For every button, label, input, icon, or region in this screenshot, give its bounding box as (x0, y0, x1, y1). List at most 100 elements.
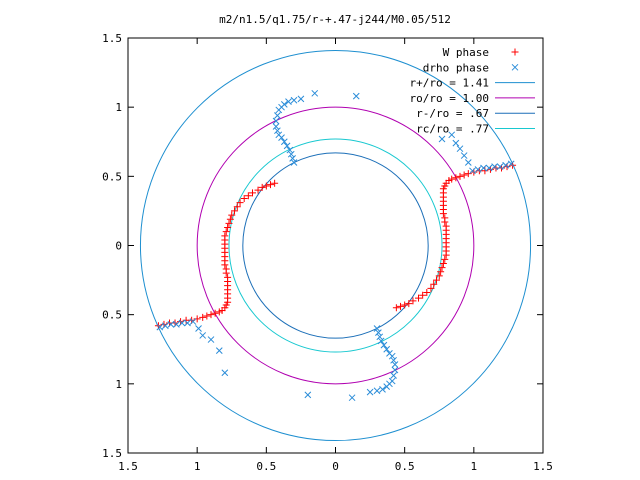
drho-phase-point (280, 138, 288, 146)
w-phase-point (211, 309, 219, 317)
w-phase-point (244, 192, 252, 200)
radius-circles (139, 49, 532, 442)
legend-label: W phase (443, 46, 489, 59)
drho-phase-point (290, 96, 298, 104)
legend: W phase drho phase r+/ro = 1.41 ro/ro = 1.0… (410, 46, 535, 136)
drho-phase-point (456, 145, 464, 153)
w-phase-point (464, 170, 472, 178)
y-tick-label: 1 (115, 101, 122, 114)
w-phase-point (231, 207, 239, 215)
drho-phase-point (383, 383, 391, 390)
legend-symbol-plus (511, 48, 519, 56)
w-phase-point (249, 189, 256, 197)
w-phase-point (226, 215, 234, 223)
x-tick-label: 0.5 (256, 460, 276, 473)
drho-phase-point (178, 319, 186, 327)
drho-phase-point (189, 318, 197, 325)
legend-label: drho phase (423, 61, 489, 74)
drho-phase-point (199, 332, 207, 339)
w-phase-point (199, 313, 207, 321)
drho-phase-point (379, 386, 386, 393)
w-phase-point (423, 289, 431, 297)
drho-phase-point (376, 333, 384, 341)
legend-label: r+/ro = 1.41 (410, 77, 489, 90)
drho-phase-point (287, 150, 295, 158)
drho-phase-point (215, 347, 223, 354)
x-tick-label: 0.5 (395, 460, 415, 473)
drho-phase-point (289, 154, 296, 162)
x-axis-ticks: 1.5 1 0.5 0 0.5 1 1.5 (118, 38, 553, 473)
y-tick-label: 0.5 (102, 170, 122, 183)
drho-phase-point (161, 322, 169, 330)
radius-circle-2 (242, 152, 429, 339)
drho-phase-point (311, 89, 319, 97)
drho-phase-point (383, 345, 391, 353)
drho-phase-point (464, 159, 472, 166)
drho-phase-point (448, 131, 456, 139)
drho-phase-point (491, 163, 498, 171)
w-phase-point (228, 211, 236, 219)
w-phase-point (266, 181, 274, 189)
drho-phase-point (283, 142, 291, 150)
w-phase-point (258, 183, 266, 191)
legend-label: r-/ro = .67 (416, 107, 489, 120)
w-phase-point (405, 300, 413, 308)
drho-phase-point (173, 320, 180, 328)
w-phase-point (427, 284, 435, 292)
w-phase-point (437, 268, 445, 276)
w-phase-point (193, 315, 201, 323)
drho-phase-point (452, 139, 460, 147)
drho-phase-point (388, 352, 396, 360)
drho-phase-point (272, 117, 280, 125)
legend-label: rc/ro = .77 (416, 123, 489, 136)
drho-phase-point (480, 164, 487, 172)
drho-phase-point (156, 323, 164, 331)
y-tick-label: 0.5 (102, 309, 122, 322)
drho-phase-point (290, 159, 298, 166)
drho-phase-point (352, 92, 360, 100)
drho-phase-point (373, 325, 381, 332)
drho-phase-point (297, 95, 305, 103)
radius-circle-3 (228, 138, 443, 353)
w-phase-point (442, 251, 450, 259)
legend-symbol-cross (511, 63, 519, 71)
drho-phase-point (207, 336, 215, 343)
drho-phase-point (195, 325, 202, 332)
drho-phase-point (286, 146, 294, 154)
w-phase-point (236, 199, 244, 207)
w-phase-point (439, 259, 447, 267)
w-phase-point (262, 182, 270, 190)
drho-phase-point (285, 98, 292, 105)
drho-phase-point (377, 337, 385, 345)
w-phase-point (415, 294, 422, 302)
w-phase-point (221, 232, 229, 240)
w-phase-point (225, 219, 233, 227)
chart-title: m2/n1.5/q1.75/r-+.47-j244/M0.05/512 (219, 13, 451, 26)
drho-phase-point (380, 341, 388, 349)
w-phase-point (207, 311, 215, 319)
drho-phase-point (348, 394, 356, 402)
y-tick-label: 1 (115, 378, 122, 391)
data-series (154, 89, 517, 402)
x-tick-label: 1 (471, 460, 478, 473)
w-phase-point (224, 224, 232, 232)
series-drho-phase (156, 89, 515, 402)
w-phase-point (401, 301, 409, 309)
drho-phase-point (167, 320, 175, 328)
drho-phase-point (366, 388, 374, 396)
drho-phase-point (502, 161, 510, 169)
x-tick-label: 1.5 (118, 460, 138, 473)
drho-phase-point (390, 372, 397, 379)
drho-phase-point (274, 127, 281, 135)
drho-phase-point (184, 319, 191, 327)
w-phase-point (397, 302, 405, 310)
w-phase-point (452, 174, 460, 182)
w-phase-point (233, 203, 241, 211)
w-phase-point (435, 272, 443, 280)
legend-label: ro/ro = 1.00 (410, 92, 489, 105)
series-w-phase (154, 161, 517, 330)
w-phase-point (438, 264, 446, 272)
y-axis-ticks: 1.5 1 0.5 0 0.5 1 1.5 (102, 32, 543, 460)
w-phase-point (222, 265, 230, 273)
